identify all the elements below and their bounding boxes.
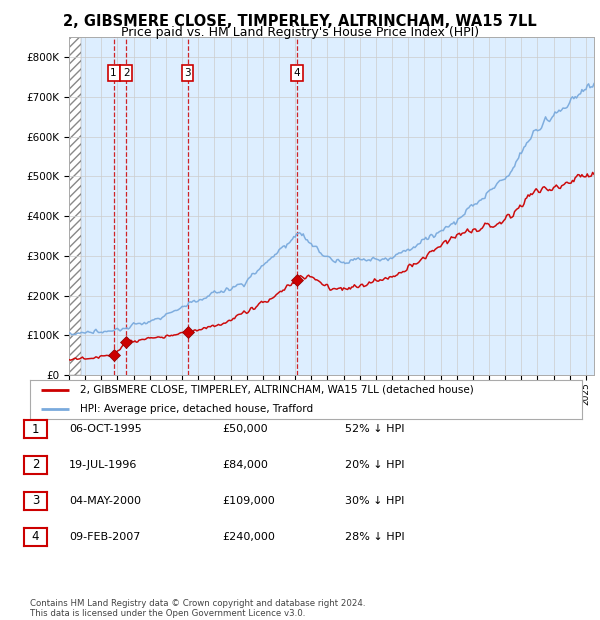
Text: £84,000: £84,000 [222,460,268,470]
Text: 2: 2 [32,459,39,471]
Text: 3: 3 [184,68,191,78]
Text: 1: 1 [32,423,39,435]
Text: Price paid vs. HM Land Registry's House Price Index (HPI): Price paid vs. HM Land Registry's House … [121,26,479,39]
Text: 4: 4 [32,531,39,543]
Text: 30% ↓ HPI: 30% ↓ HPI [345,496,404,506]
Bar [69,37,81,375]
Text: 28% ↓ HPI: 28% ↓ HPI [345,532,404,542]
Text: 2, GIBSMERE CLOSE, TIMPERLEY, ALTRINCHAM, WA15 7LL (detached house): 2, GIBSMERE CLOSE, TIMPERLEY, ALTRINCHAM… [80,384,473,395]
Text: 19-JUL-1996: 19-JUL-1996 [69,460,137,470]
Text: 09-FEB-2007: 09-FEB-2007 [69,532,140,542]
Text: 04-MAY-2000: 04-MAY-2000 [69,496,141,506]
Text: 3: 3 [32,495,39,507]
Text: HPI: Average price, detached house, Trafford: HPI: Average price, detached house, Traf… [80,404,313,414]
Text: 2, GIBSMERE CLOSE, TIMPERLEY, ALTRINCHAM, WA15 7LL: 2, GIBSMERE CLOSE, TIMPERLEY, ALTRINCHAM… [63,14,537,29]
Text: Contains HM Land Registry data © Crown copyright and database right 2024.
This d: Contains HM Land Registry data © Crown c… [30,599,365,618]
Text: 52% ↓ HPI: 52% ↓ HPI [345,424,404,434]
Text: £50,000: £50,000 [222,424,268,434]
Text: 2: 2 [123,68,130,78]
Text: 20% ↓ HPI: 20% ↓ HPI [345,460,404,470]
Text: 1: 1 [110,68,117,78]
Text: £240,000: £240,000 [222,532,275,542]
Text: £109,000: £109,000 [222,496,275,506]
Text: 06-OCT-1995: 06-OCT-1995 [69,424,142,434]
Text: 4: 4 [293,68,300,78]
